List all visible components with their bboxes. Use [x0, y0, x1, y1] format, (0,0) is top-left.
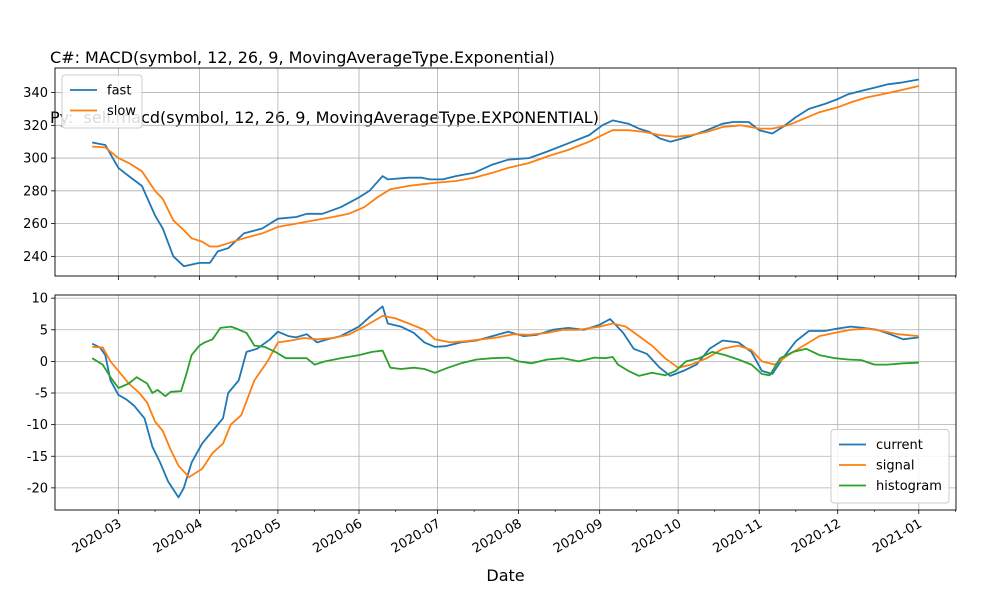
y-tick-label: -15: [27, 450, 48, 465]
top-panel: 240 260 280 300 320 340 fast slow: [23, 67, 957, 280]
axes-frame: [54, 67, 957, 277]
x-tick-label: 2020-08: [470, 516, 525, 556]
y-tick-label: 240: [23, 250, 48, 265]
legend: current signal histogram: [830, 429, 950, 504]
y-tick-label: -10: [27, 418, 48, 433]
x-tick-label: 2020-05: [229, 516, 284, 556]
series-line-histogram: [91, 325, 919, 398]
legend-label-signal: signal: [876, 459, 914, 474]
x-tick-label: 2020-09: [551, 516, 606, 556]
x-tick-label: 2020-10: [630, 516, 685, 556]
series-line-signal: [92, 315, 919, 478]
x-tick-label: 2020-04: [151, 516, 206, 556]
x-axis-label: Date: [486, 566, 524, 585]
title-line-csharp: C#: MACD(symbol, 12, 26, 9, MovingAverag…: [50, 48, 555, 67]
legend-label-slow: slow: [107, 104, 136, 119]
y-tick-label: 320: [23, 119, 48, 134]
x-tick-label: 2020-11: [711, 516, 766, 556]
series-line-slow: [92, 85, 920, 248]
y-tick-label: -5: [35, 387, 48, 402]
series-line-fast: [92, 78, 919, 268]
y-tick-label: 300: [23, 152, 48, 167]
legend: fast slow: [61, 74, 143, 129]
y-tick-label: 10: [31, 292, 48, 307]
y-tick-label: 340: [23, 86, 48, 101]
legend-label-fast: fast: [107, 84, 131, 99]
x-tick-label: 2021-01: [870, 516, 925, 556]
x-tick-label: 2020-07: [389, 516, 444, 556]
y-tick-label: 5: [40, 323, 48, 338]
x-tick-label: 2020-06: [310, 516, 365, 556]
y-tick-label: 260: [23, 217, 48, 232]
x-tick-label: 2020-03: [70, 516, 125, 556]
axes-frame: [54, 294, 957, 511]
y-tick-label: 0: [40, 355, 48, 370]
series-line-current: [91, 305, 919, 499]
legend-box: [61, 74, 143, 129]
bottom-panel: -20 -15 -10 -5 0 5 10 2020-03 2020-04 2020-05 2020…: [27, 292, 957, 557]
legend-label-current: current: [876, 438, 923, 453]
y-tick-label: -20: [27, 481, 48, 496]
y-tick-label: 280: [23, 184, 48, 199]
legend-label-histogram: histogram: [876, 479, 942, 494]
x-tick-label: 2020-12: [789, 516, 844, 556]
